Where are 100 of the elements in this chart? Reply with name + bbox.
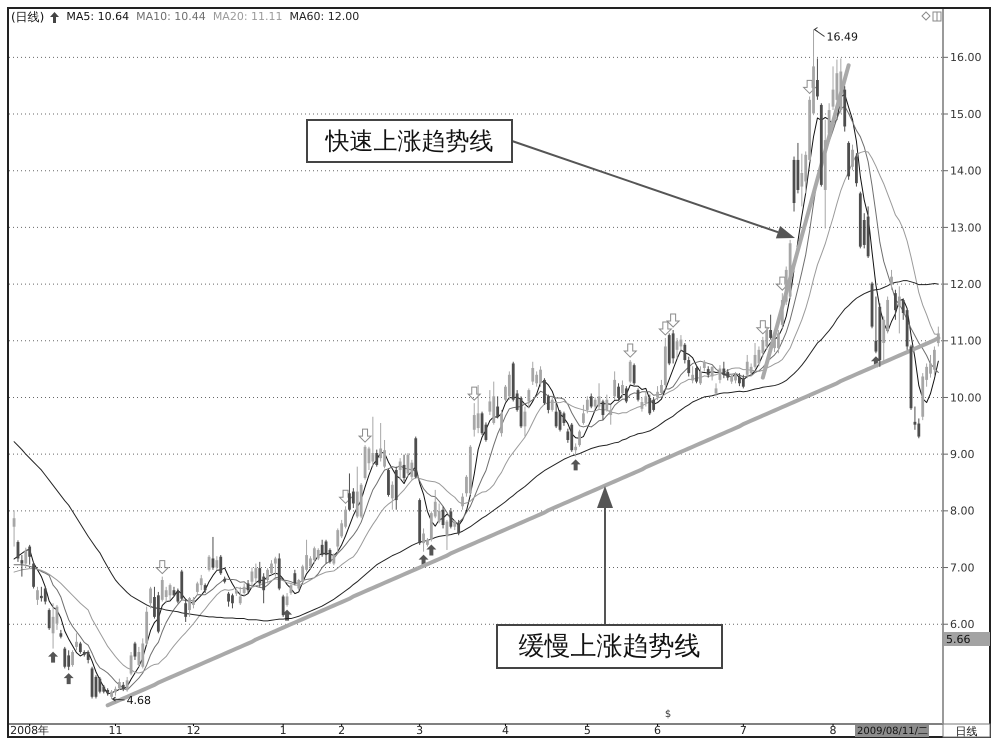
text: MA5: 10.64 bbox=[66, 10, 130, 24]
candlestick bbox=[496, 396, 500, 419]
y-tick-label: 6.00 bbox=[950, 618, 974, 632]
candlestick bbox=[710, 366, 714, 381]
candlestick bbox=[86, 650, 90, 664]
candlestick bbox=[816, 58, 819, 100]
candlestick bbox=[890, 269, 893, 290]
candlestick bbox=[702, 360, 706, 372]
candlestick bbox=[769, 314, 772, 340]
candlestick bbox=[898, 286, 901, 334]
candlestick bbox=[695, 364, 698, 384]
candlestick bbox=[398, 458, 402, 480]
candlestick bbox=[402, 454, 406, 482]
candlestick bbox=[192, 596, 195, 609]
candlestick bbox=[582, 404, 585, 426]
candlestick bbox=[137, 646, 140, 668]
candlestick bbox=[472, 402, 476, 438]
candlestick bbox=[406, 452, 410, 478]
candlestick bbox=[293, 569, 296, 586]
candlestick bbox=[231, 593, 234, 609]
text: MA60: 12.00 bbox=[290, 10, 360, 24]
candlestick bbox=[274, 556, 277, 578]
candlestick bbox=[227, 591, 230, 608]
candlestick bbox=[550, 396, 554, 412]
candlestick bbox=[442, 506, 444, 529]
candlestick bbox=[40, 586, 43, 602]
annotation: 4.68 bbox=[126, 694, 152, 707]
candlestick bbox=[527, 388, 530, 409]
candlestick bbox=[290, 582, 292, 596]
y-tick-label: 7.00 bbox=[950, 561, 974, 574]
candlestick bbox=[422, 528, 425, 552]
annotation: 缓慢上涨趋势线 bbox=[518, 632, 700, 662]
candlestick bbox=[636, 388, 640, 402]
candlestick bbox=[777, 330, 780, 354]
candlestick bbox=[312, 546, 316, 564]
candlestick bbox=[208, 554, 210, 572]
x-tick-label: 6 bbox=[654, 724, 662, 737]
candlestick bbox=[134, 641, 136, 660]
candlestick bbox=[676, 337, 678, 359]
candlestick bbox=[632, 362, 636, 386]
candlestick bbox=[286, 592, 288, 608]
x-tick-label: 2 bbox=[338, 724, 346, 737]
candlestick bbox=[457, 519, 460, 536]
candlestick bbox=[375, 449, 378, 468]
candlestick bbox=[933, 346, 936, 377]
candlestick bbox=[246, 580, 250, 594]
candlestick bbox=[894, 289, 897, 320]
candlestick bbox=[332, 552, 336, 566]
y-tick-label: 13.00 bbox=[950, 221, 982, 234]
candlestick bbox=[12, 510, 16, 548]
annotation: $ bbox=[664, 709, 672, 720]
candlestick bbox=[691, 366, 694, 384]
y-tick-label: 16.00 bbox=[950, 51, 982, 64]
candlestick bbox=[699, 366, 702, 386]
candlestick bbox=[640, 396, 644, 412]
candlestick bbox=[36, 586, 39, 606]
y-tick-label: 15.00 bbox=[950, 108, 982, 121]
x-tick-label: 1 bbox=[280, 724, 287, 737]
line-series bbox=[760, 63, 851, 380]
candlestick bbox=[184, 599, 188, 622]
candlestick bbox=[348, 472, 351, 512]
candlestick bbox=[574, 442, 578, 457]
candlestick bbox=[215, 556, 218, 571]
candlestick bbox=[535, 370, 538, 388]
annotation: 快速上涨趋势线 bbox=[324, 127, 494, 155]
text: MA20: 11.11 bbox=[212, 10, 283, 24]
y-tick-label: 9.00 bbox=[950, 448, 974, 462]
candlestick bbox=[98, 676, 102, 694]
x-tick-label: 4 bbox=[502, 724, 509, 737]
candlestick bbox=[75, 632, 78, 651]
candlestick bbox=[320, 539, 324, 558]
candlestick bbox=[656, 386, 659, 401]
candlestick bbox=[738, 372, 741, 387]
candlestick bbox=[602, 399, 604, 421]
candlestick bbox=[110, 689, 113, 700]
candlestick bbox=[71, 650, 74, 668]
candlestick bbox=[196, 581, 199, 596]
x-tick-label: 8 bbox=[830, 724, 837, 737]
x-tick-label: 11 bbox=[108, 724, 122, 737]
candlestick bbox=[212, 536, 214, 570]
x-tick-label: 12 bbox=[186, 724, 200, 737]
candlestick bbox=[562, 411, 566, 426]
candlestick bbox=[446, 519, 448, 550]
y-tick-label: 14.00 bbox=[950, 164, 982, 178]
y-tick-label: 10.00 bbox=[950, 391, 982, 404]
x-tick-label: 5 bbox=[584, 724, 591, 737]
candlestick bbox=[352, 488, 355, 509]
candlestick bbox=[718, 364, 722, 384]
candlestick bbox=[539, 366, 542, 388]
chart-title: (日线) bbox=[11, 10, 44, 24]
candlestick bbox=[746, 354, 749, 379]
candlestick bbox=[750, 362, 753, 377]
annotation: 16.49 bbox=[826, 30, 858, 43]
candlestick bbox=[683, 342, 686, 364]
candlestick bbox=[500, 409, 503, 438]
x-tick-label: 3 bbox=[416, 724, 424, 737]
candlestick bbox=[160, 576, 164, 602]
candlestick bbox=[598, 382, 600, 410]
candlestick bbox=[754, 342, 756, 370]
candlestick bbox=[706, 366, 710, 378]
